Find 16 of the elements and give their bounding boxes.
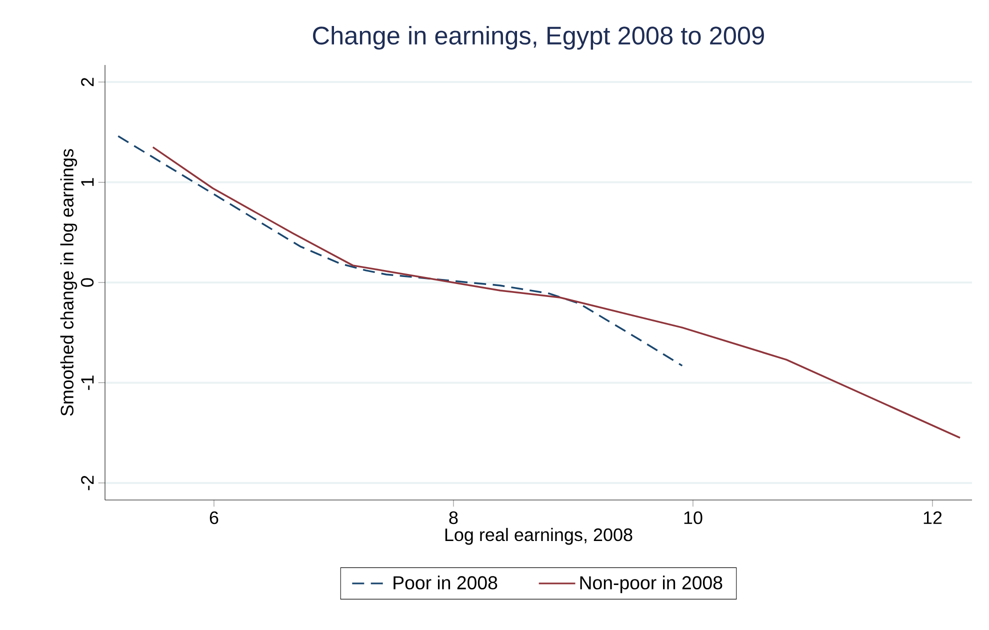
x-tick-label: 6 xyxy=(210,511,218,524)
legend-label: Poor in 2008 xyxy=(394,576,498,590)
y-tick-label: 0 xyxy=(80,278,94,287)
x-tick-label: 12 xyxy=(924,511,942,524)
y-tick-label: -1 xyxy=(81,376,94,390)
x-axis-title: Log real earnings, 2008 xyxy=(445,528,632,545)
y-tick-label: 1 xyxy=(81,178,94,186)
line-series xyxy=(152,146,961,439)
y-tick-label: -2 xyxy=(81,476,94,490)
x-tick-label: 10 xyxy=(684,511,702,524)
x-tick-label: 8 xyxy=(449,511,458,524)
y-tick-label: 2 xyxy=(81,78,94,86)
chart-title: Change in earnings, Egypt 2008 to 2009 xyxy=(313,26,764,50)
line-series xyxy=(117,135,684,367)
legend-label: Non-poor in 2008 xyxy=(580,576,722,594)
y-axis-title: Smoothed change in log earnings xyxy=(60,149,78,416)
